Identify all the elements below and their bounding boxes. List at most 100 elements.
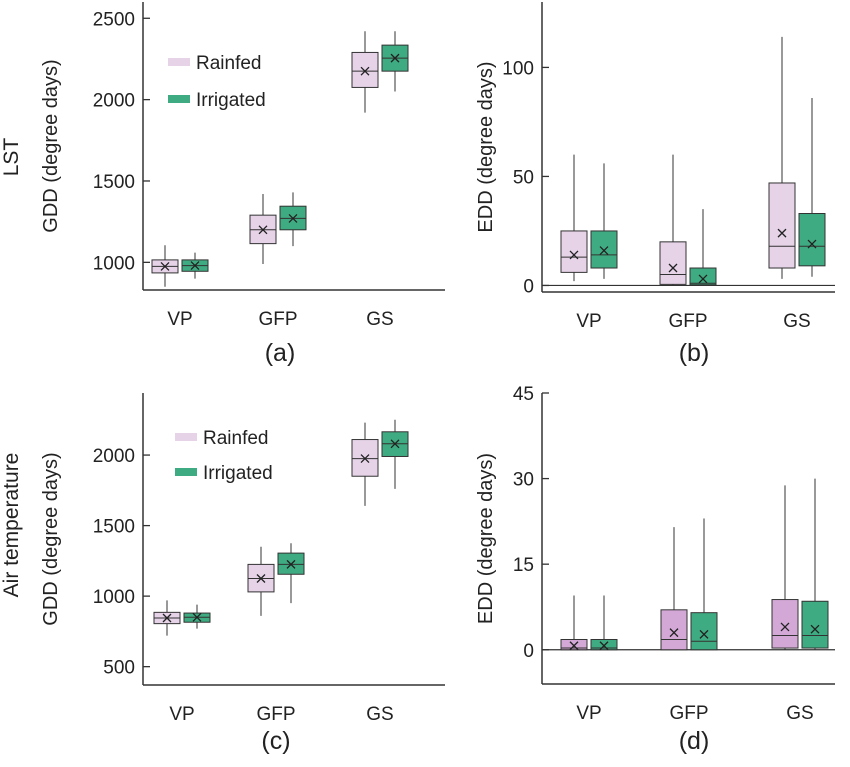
y-tick-label: 1000 <box>93 253 135 274</box>
x-tick-label: VP <box>576 311 601 332</box>
box-rainfed-gs <box>351 422 379 506</box>
y-tick-label: 1500 <box>93 517 135 538</box>
box-body <box>590 638 618 651</box>
mean-marker <box>360 454 370 464</box>
mean-marker <box>390 439 400 449</box>
box-body <box>590 230 618 269</box>
legend-swatch-irrigated <box>168 95 190 103</box>
x-tick-label: VP <box>169 704 194 725</box>
legend-swatch-rainfed <box>168 58 190 66</box>
box-rainfed-gfp <box>249 194 277 264</box>
y-axis-label: EDD (degree days) <box>475 453 497 624</box>
legend-label-irrigated: Irrigated <box>203 463 273 484</box>
box-body <box>659 241 687 285</box>
mean-marker <box>360 66 370 76</box>
x-tick-label: VP <box>576 703 601 724</box>
y-tick-label: 2000 <box>93 91 135 112</box>
box-body <box>560 230 588 273</box>
box-rainfed-gs <box>771 485 799 650</box>
legend: Rainfed Irrigated <box>168 53 266 111</box>
mean-marker <box>569 641 579 651</box>
mean-marker <box>258 225 268 235</box>
legend-label-irrigated: Irrigated <box>196 90 266 111</box>
mean-marker <box>190 261 200 271</box>
panel-label: (d) <box>679 727 710 755</box>
y-axis-label: GDD (degree days) <box>40 59 62 232</box>
mean-marker <box>668 263 678 273</box>
y-tick-label: 15 <box>513 555 534 576</box>
mean-marker <box>599 641 609 651</box>
box-irrigated-vp <box>181 252 209 279</box>
y-axis-label: EDD (degree days) <box>475 61 497 232</box>
box-irrigated-vp <box>590 163 618 279</box>
box-irrigated-gfp <box>279 192 307 247</box>
box-body <box>768 182 796 269</box>
x-tick-label: GFP <box>256 704 295 725</box>
box-rainfed-gfp <box>660 527 688 651</box>
box-body <box>689 267 717 286</box>
box-rainfed-vp <box>560 154 588 282</box>
mean-marker <box>256 574 266 583</box>
mean-marker <box>807 239 817 249</box>
x-tick-label: GS <box>786 703 813 724</box>
box-rainfed-gs <box>351 31 379 113</box>
mean-marker <box>192 612 202 622</box>
panel-c: 500 1000 1500 2000 GDD (degree days) VP GFP GS (… <box>40 393 445 755</box>
box-irrigated-vp <box>183 604 211 629</box>
box-rainfed-gfp <box>247 546 275 616</box>
panel-a: 1000 1500 2000 2500 GDD (degree days) VP GFP GS… <box>40 2 445 367</box>
mean-marker <box>286 559 296 569</box>
box-irrigated-gs <box>381 31 409 92</box>
mean-marker <box>699 629 709 639</box>
panel-d: 0 15 30 45 EDD (degree days) VP GFP GS (d) <box>475 384 835 755</box>
row-label-lst: LST <box>0 138 23 177</box>
legend: Rainfed Irrigated <box>175 428 273 484</box>
box-body <box>660 609 688 651</box>
box-irrigated-gfp <box>690 518 718 651</box>
box-irrigated-gs <box>381 419 409 489</box>
y-tick-label: 100 <box>502 58 534 79</box>
y-tick-label: 2500 <box>93 9 135 30</box>
box-irrigated-gfp <box>689 209 717 286</box>
x-tick-label: GS <box>366 309 393 330</box>
box-irrigated-gs <box>798 97 826 277</box>
y-axis-label: GDD (degree days) <box>40 452 62 625</box>
box-body <box>690 612 718 651</box>
mean-marker <box>390 53 400 63</box>
box-body <box>351 51 379 88</box>
legend-swatch-rainfed <box>175 433 197 441</box>
mean-marker <box>810 624 820 634</box>
mean-marker <box>160 261 170 271</box>
x-tick-label: GFP <box>258 309 297 330</box>
legend-swatch-irrigated <box>175 468 197 476</box>
x-tick-label: VP <box>167 309 192 330</box>
mean-marker <box>669 628 679 638</box>
x-tick-label: GS <box>783 311 810 332</box>
x-tick-label: GFP <box>669 703 708 724</box>
mean-marker <box>569 250 579 260</box>
y-tick-label: 45 <box>513 384 534 405</box>
mean-marker <box>288 213 298 223</box>
mean-marker <box>777 228 787 238</box>
y-tick-label: 2000 <box>93 446 135 467</box>
x-tick-label: GS <box>366 704 393 725</box>
box-rainfed-gfp <box>659 154 687 286</box>
x-tick-label: GFP <box>668 311 707 332</box>
y-tick-label: 1500 <box>93 172 135 193</box>
box-body <box>560 638 588 651</box>
y-tick-label: 0 <box>523 641 534 662</box>
y-tick-label: 30 <box>513 470 534 491</box>
panel-label: (b) <box>679 339 710 367</box>
box-rainfed-vp <box>560 595 588 651</box>
panel-label: (c) <box>261 727 290 755</box>
box-irrigated-gs <box>801 478 829 650</box>
box-body <box>771 599 799 649</box>
box-irrigated-vp <box>590 595 618 651</box>
box-irrigated-gfp <box>277 543 305 604</box>
legend-label-rainfed: Rainfed <box>203 428 269 449</box>
mean-marker <box>162 613 172 623</box>
